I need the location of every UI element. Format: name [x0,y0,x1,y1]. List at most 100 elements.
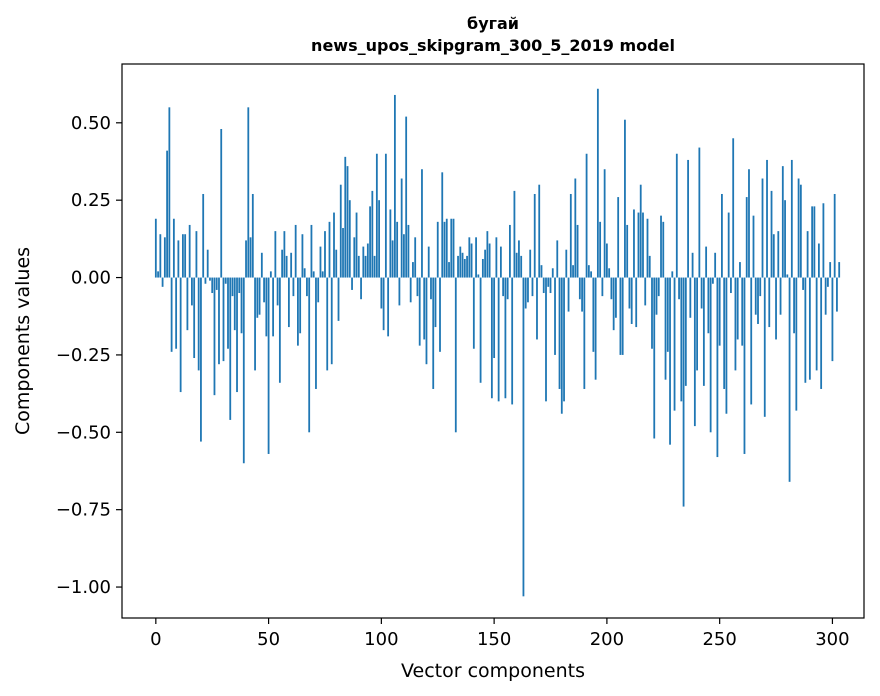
bar-4 [163,237,166,278]
bar-291 [811,206,814,278]
bar-89 [355,212,358,278]
bar-277 [779,277,782,315]
bar-118 [421,169,423,278]
plot-frame [121,63,865,619]
y-tick-label-6: −1.00 [56,577,111,598]
bar-82 [339,184,342,278]
bar-195 [594,277,597,380]
bar-206 [619,277,622,355]
bar-197 [599,221,602,278]
bar-57 [283,231,286,278]
bar-104 [389,209,392,278]
bar-120 [425,277,428,365]
bar-253 [725,277,728,414]
bar-163 [522,277,525,597]
bar-86 [348,200,351,278]
bar-242 [700,277,703,309]
bar-13 [184,234,187,278]
bar-271 [766,159,768,278]
bar-109 [400,178,403,278]
bar-129 [445,218,448,278]
bar-293 [815,277,818,371]
bar-20 [200,277,202,442]
bar-30 [222,277,225,362]
bar-95 [369,206,371,278]
bar-19 [197,277,200,371]
bar-35 [233,277,236,331]
bar-283 [793,277,795,334]
bar-254 [727,212,730,278]
bar-0 [154,218,157,278]
bar-300 [831,277,834,362]
bar-69 [310,224,313,278]
bar-245 [707,277,710,334]
bar-190 [583,277,586,389]
x-tick-label-250: 250 [702,629,736,650]
bar-29 [220,128,223,278]
bar-22 [204,277,207,284]
bar-188 [578,277,581,300]
bar-266 [754,277,757,315]
bar-114 [412,262,414,278]
bar-17 [193,277,196,359]
bar-235 [684,277,687,386]
bar-123 [432,277,435,389]
bar-58 [285,255,288,278]
bar-267 [757,277,759,324]
bar-294 [817,243,820,278]
x-tick-label-50: 50 [257,629,280,650]
bar-138 [466,255,468,278]
bar-275 [775,277,777,340]
bar-226 [664,277,667,380]
bar-33 [229,277,232,420]
bar-221 [653,277,656,439]
bar-113 [409,277,412,303]
bar-46 [258,277,261,315]
bar-301 [833,193,836,278]
bar-241 [698,147,701,278]
bar-106 [393,94,396,278]
bar-141 [472,277,475,349]
bar-71 [315,277,317,389]
bar-124 [434,277,437,328]
bar-64 [299,277,302,334]
bar-61 [292,277,295,297]
bar-125 [436,221,439,278]
bar-6 [168,107,171,278]
bar-156 [506,277,509,300]
bar-229 [671,271,674,278]
bar-148 [488,243,491,278]
bar-165 [527,277,529,303]
bar-279 [784,200,786,278]
chart-title-line-1: бугай [467,14,519,33]
bar-31 [224,277,227,284]
bar-11 [179,277,182,393]
bar-261 [743,277,746,454]
bar-231 [675,153,678,278]
bar-135 [459,246,462,278]
bar-155 [504,277,507,399]
bar-2 [159,234,162,278]
bar-292 [813,206,816,278]
bar-175 [549,277,552,294]
bar-208 [624,119,626,278]
bar-77 [328,221,331,278]
bar-83 [342,228,344,278]
bar-168 [533,193,536,278]
bar-100 [380,277,383,309]
bar-212 [633,209,635,278]
bar-164 [524,277,527,309]
bar-121 [427,246,430,278]
bar-222 [655,277,658,315]
bar-75 [324,231,326,278]
bar-191 [585,153,588,278]
bar-158 [511,277,514,405]
bar-12 [181,234,184,278]
bar-37 [238,277,241,294]
bar-284 [795,277,798,411]
bar-214 [637,212,640,278]
bar-152 [497,277,500,402]
bar-151 [495,237,498,278]
bar-67 [306,277,308,297]
